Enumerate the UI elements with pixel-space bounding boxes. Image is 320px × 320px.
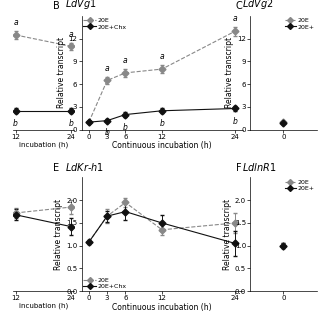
Text: b: b: [105, 128, 109, 137]
Text: b: b: [68, 119, 74, 128]
Legend: 20E, 20E+Chx: 20E, 20E+Chx: [84, 278, 127, 289]
Text: F: F: [236, 163, 241, 173]
X-axis label: incubation (h): incubation (h): [19, 303, 68, 309]
Y-axis label: Relative transcript: Relative transcript: [57, 37, 66, 108]
Y-axis label: Relative transcript: Relative transcript: [54, 199, 63, 270]
Legend: 20E, 20E+: 20E, 20E+: [285, 179, 315, 191]
Legend: 20E, 20E+Chx: 20E, 20E+Chx: [84, 18, 127, 29]
Text: $LdVg1$: $LdVg1$: [66, 0, 97, 12]
Text: a: a: [160, 52, 164, 61]
X-axis label: Continuous incubation (h): Continuous incubation (h): [112, 141, 212, 150]
Legend: 20E, 20E+: 20E, 20E+: [285, 18, 315, 29]
Text: b: b: [123, 123, 128, 132]
Text: a: a: [233, 14, 237, 23]
Text: a: a: [105, 64, 109, 73]
Y-axis label: Relative transcript: Relative transcript: [223, 199, 232, 270]
Text: $LdVg2$: $LdVg2$: [242, 0, 274, 12]
Text: b: b: [13, 119, 18, 128]
Text: $LdlnR1$: $LdlnR1$: [242, 161, 277, 173]
Y-axis label: Relative transcript: Relative transcript: [225, 37, 234, 108]
Text: B: B: [52, 2, 59, 12]
Text: a: a: [123, 56, 128, 65]
Text: b: b: [160, 119, 164, 128]
Text: a: a: [69, 30, 73, 39]
X-axis label: Continuous incubation (h): Continuous incubation (h): [112, 303, 212, 312]
X-axis label: incubation (h): incubation (h): [19, 141, 68, 148]
Text: E: E: [52, 163, 59, 173]
Text: a: a: [13, 18, 18, 28]
Text: b: b: [233, 117, 238, 126]
Text: $LdKr$-$h1$: $LdKr$-$h1$: [66, 161, 104, 173]
Text: C: C: [236, 2, 242, 12]
